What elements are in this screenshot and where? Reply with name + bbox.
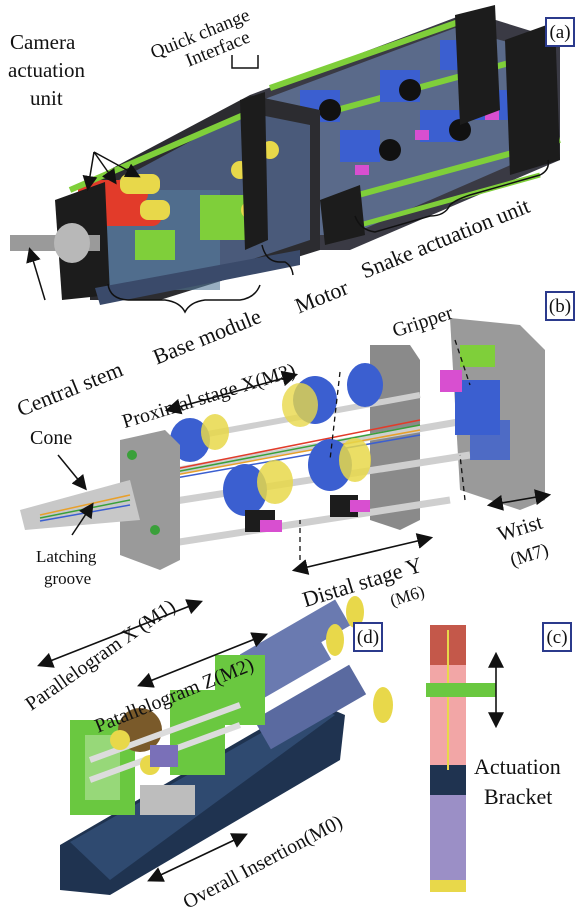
panel-label-d: (d) [353,622,383,652]
panel-c-camera-module [426,625,504,892]
label-latching: Latching [36,547,97,566]
panel-b-snake-module [20,318,552,575]
panel-label-a: (a) [545,17,575,47]
label-bracket: Bracket [484,784,553,809]
panel-label-b: (b) [545,291,575,321]
panel-d-parallelogram-mechanism [37,596,393,895]
label-actuation-c: Actuation [474,754,561,779]
panel-a-annotation-lines [26,55,550,314]
label-unit: unit [30,86,63,110]
label-groove: groove [44,569,92,588]
panel-label-c: (c) [542,622,572,652]
label-actuation: actuation [8,58,85,82]
base-module [10,92,320,305]
panel-a-robot-assembly [10,5,561,314]
label-cone: Cone [30,427,73,449]
label-camera: Camera [10,30,76,54]
snake-actuation-module [250,5,561,250]
